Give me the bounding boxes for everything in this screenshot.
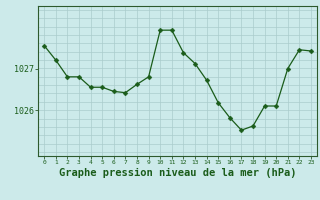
X-axis label: Graphe pression niveau de la mer (hPa): Graphe pression niveau de la mer (hPa) bbox=[59, 168, 296, 178]
